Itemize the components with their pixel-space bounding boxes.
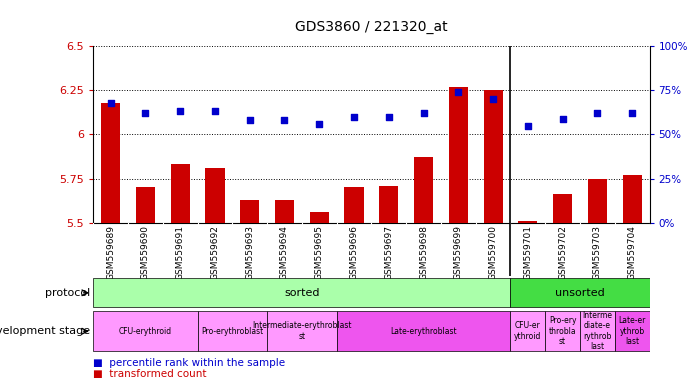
Text: protocol: protocol xyxy=(45,288,90,298)
Point xyxy=(209,108,220,114)
Text: GSM559695: GSM559695 xyxy=(315,225,324,280)
Text: Pro-ery
throbla
st: Pro-ery throbla st xyxy=(549,316,576,346)
Bar xyxy=(345,187,363,223)
Text: GSM559694: GSM559694 xyxy=(280,225,289,280)
Bar xyxy=(337,311,511,351)
Bar xyxy=(93,278,511,308)
Text: Interme
diate-e
rythrob
last: Interme diate-e rythrob last xyxy=(583,311,612,351)
Bar xyxy=(484,90,502,223)
Bar xyxy=(553,194,572,223)
Bar xyxy=(275,200,294,223)
Text: Late-er
ythrob
last: Late-er ythrob last xyxy=(618,316,646,346)
Text: Late-erythroblast: Late-erythroblast xyxy=(390,327,457,336)
Bar xyxy=(171,164,190,223)
Text: GSM559704: GSM559704 xyxy=(627,225,636,280)
Text: GSM559692: GSM559692 xyxy=(211,225,220,280)
Point xyxy=(140,110,151,116)
Point xyxy=(522,122,533,129)
Text: GSM559690: GSM559690 xyxy=(141,225,150,280)
Point xyxy=(592,110,603,116)
Bar xyxy=(511,278,650,308)
Point xyxy=(418,110,429,116)
Bar xyxy=(93,311,198,351)
Text: GSM559703: GSM559703 xyxy=(593,225,602,280)
Point xyxy=(105,99,116,106)
Text: ■  transformed count: ■ transformed count xyxy=(93,369,207,379)
Bar xyxy=(414,157,433,223)
Bar xyxy=(615,311,650,351)
Bar xyxy=(198,311,267,351)
Text: GSM559699: GSM559699 xyxy=(454,225,463,280)
Bar xyxy=(588,179,607,223)
Text: ■  percentile rank within the sample: ■ percentile rank within the sample xyxy=(93,358,285,368)
Bar xyxy=(580,311,615,351)
Bar xyxy=(379,185,398,223)
Point xyxy=(453,89,464,95)
Bar xyxy=(101,103,120,223)
Point xyxy=(279,117,290,123)
Text: GSM559691: GSM559691 xyxy=(176,225,184,280)
Bar xyxy=(623,175,642,223)
Text: GSM559701: GSM559701 xyxy=(523,225,532,280)
Bar xyxy=(205,168,225,223)
Text: GSM559700: GSM559700 xyxy=(489,225,498,280)
Text: GSM559698: GSM559698 xyxy=(419,225,428,280)
Text: development stage: development stage xyxy=(0,326,90,336)
Bar xyxy=(267,311,337,351)
Bar xyxy=(240,200,259,223)
Text: GSM559702: GSM559702 xyxy=(558,225,567,280)
Text: CFU-er
ythroid: CFU-er ythroid xyxy=(514,321,542,341)
Bar xyxy=(310,212,329,223)
Text: GSM559689: GSM559689 xyxy=(106,225,115,280)
Point xyxy=(244,117,255,123)
Point xyxy=(175,108,186,114)
Text: GDS3860 / 221320_at: GDS3860 / 221320_at xyxy=(295,20,448,34)
Point xyxy=(627,110,638,116)
Text: GSM559693: GSM559693 xyxy=(245,225,254,280)
Text: CFU-erythroid: CFU-erythroid xyxy=(119,327,172,336)
Text: Intermediate-erythroblast
st: Intermediate-erythroblast st xyxy=(252,321,352,341)
Text: unsorted: unsorted xyxy=(555,288,605,298)
Point xyxy=(557,116,568,122)
Bar xyxy=(448,87,468,223)
Point xyxy=(384,114,395,120)
Text: sorted: sorted xyxy=(284,288,320,298)
Text: Pro-erythroblast: Pro-erythroblast xyxy=(201,327,263,336)
Bar xyxy=(518,221,538,223)
Point xyxy=(348,114,359,120)
Point xyxy=(314,121,325,127)
Text: GSM559696: GSM559696 xyxy=(350,225,359,280)
Text: GSM559697: GSM559697 xyxy=(384,225,393,280)
Bar xyxy=(136,187,155,223)
Point xyxy=(488,96,499,102)
Bar xyxy=(511,311,545,351)
Bar xyxy=(545,311,580,351)
